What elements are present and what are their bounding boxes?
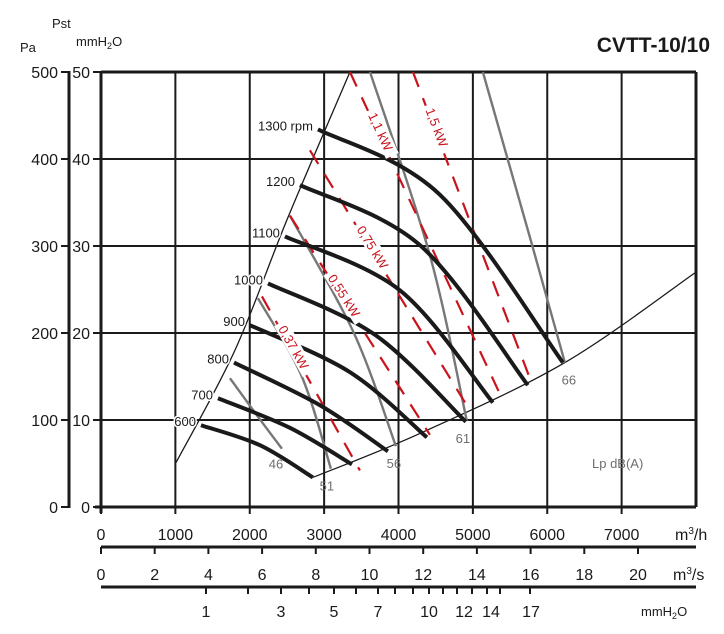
y-right-top-label: Pst <box>52 16 71 31</box>
y-axis-mmh2o-tick-label: 0 <box>81 500 90 517</box>
x-axis-m3h-tick-label: 2000 <box>232 527 268 544</box>
noise-label-66: 66 <box>562 373 576 388</box>
x-axis-dyn-tick-label: 7 <box>374 604 383 621</box>
x-axis-m3s-tick-label: 12 <box>414 567 432 584</box>
x-axis-m3s-tick-label: 6 <box>258 567 267 584</box>
rpm-curve-900 <box>249 323 429 439</box>
power-label-1-5-kW: 1,5 kW <box>423 106 452 150</box>
noise-label-51: 51 <box>320 479 334 494</box>
y-axis-pa-tick-label: 300 <box>31 239 58 256</box>
bottom-boundary-curve <box>312 271 697 479</box>
x-axis-dyn-unit: mmH2O <box>641 604 687 621</box>
rpm-curve-1200 <box>299 183 530 387</box>
noise-label-46: 46 <box>269 457 283 472</box>
grid <box>101 70 698 507</box>
noise-unit-annotation: Lp dB(A) <box>592 456 643 471</box>
rpm-label-600: 600 <box>174 414 196 429</box>
y-axis-pa-tick-label: 100 <box>31 413 58 430</box>
x-axis-m3h-tick-label: 6000 <box>529 527 565 544</box>
x-axis-dyn-tick-label: 12 <box>455 604 473 621</box>
y-axis-mmh2o-tick-label: 20 <box>72 326 90 343</box>
x-axis-m3s-tick-label: 2 <box>150 567 159 584</box>
y-axis-mmh2o-tick-label: 50 <box>72 65 90 82</box>
rpm-curves <box>200 127 565 480</box>
rpm-label-900: 900 <box>223 314 245 329</box>
x-axis-dyn-tick-label: 3 <box>277 604 286 621</box>
y-axes: 0 100 200 300 400 500 0 10 20 30 40 50 <box>31 65 103 517</box>
noise-curve-66 <box>481 71 567 363</box>
rpm-curve-1300 <box>317 127 565 364</box>
x-axis-m3s-tick-label: 8 <box>311 567 320 584</box>
power-label-bg <box>364 106 399 159</box>
x-axis-dyn-tick-label: 17 <box>522 604 540 621</box>
rpm-curve-600 <box>200 423 314 480</box>
x-axis-m3h-tick-label: 1000 <box>158 527 194 544</box>
noise-curve-56 <box>288 214 398 447</box>
x-axis-m3s-tick-label: 4 <box>204 567 213 584</box>
x-axes: 0 1000 2000 3000 4000 5000 6000 7000 m3/h 0 2 4 6 8 10… <box>95 505 707 621</box>
y-axis-mmh2o-tick-label: 30 <box>72 239 90 256</box>
power-label-bg <box>352 219 395 277</box>
rpm-label-800: 800 <box>207 352 229 367</box>
x-axis-m3s-tick-label: 16 <box>522 567 540 584</box>
power-label-group: 0,75 kW <box>352 219 395 277</box>
x-axis-dyn-tick-label: 1 <box>202 604 211 621</box>
x-axis-m3s-tick-label: 20 <box>629 567 647 584</box>
x-axis-dyn-tick-label: 5 <box>330 604 339 621</box>
power-curve-0-55-kW <box>288 214 431 436</box>
y-axis-pa-tick-label: 0 <box>49 500 58 517</box>
power-label-group: 1,5 kW <box>422 102 454 155</box>
y-left-unit-label: Pa <box>20 40 37 55</box>
x-axis-m3s-tick-label: 0 <box>97 567 106 584</box>
y-axis-pa-tick-label: 200 <box>31 326 58 343</box>
rpm-label-1300: 1300 rpm <box>258 118 313 133</box>
y-axis-mmh2o-tick-label: 10 <box>72 413 90 430</box>
rpm-label-1200: 1200 <box>266 174 295 189</box>
rpm-curve-1100 <box>284 234 495 404</box>
rpm-curve-1000 <box>267 281 468 424</box>
rpm-curve-800 <box>233 360 390 453</box>
power-label-bg <box>274 319 315 378</box>
x-axis-m3s-tick-label: 10 <box>361 567 379 584</box>
rpm-label-700: 700 <box>191 387 213 402</box>
x-axis-m3s-unit: m3/s <box>673 566 704 584</box>
rpm-curve-700 <box>217 396 353 467</box>
x-axis-m3s-tick-label: 14 <box>468 567 486 584</box>
x-axis-dyn-tick-label: 14 <box>482 604 500 621</box>
x-axis-dyn-tick-label: 10 <box>420 604 438 621</box>
noise-label-61: 61 <box>456 431 470 446</box>
noise-label-56: 56 <box>387 456 401 471</box>
y-axis-pa-tick-label: 500 <box>31 65 58 82</box>
power-label-bg <box>422 102 454 155</box>
chart-title: CVTT-10/10 <box>597 34 710 57</box>
x-axis-m3s-tick-label: 18 <box>575 567 593 584</box>
x-axis-m3h-tick-label: 4000 <box>381 527 417 544</box>
rpm-label-1100: 1100 <box>252 225 280 240</box>
x-axis-m3h-tick-label: 5000 <box>455 527 491 544</box>
power-curve-0-75-kW <box>308 149 471 412</box>
y-right-unit-label: mmH2O <box>76 34 122 51</box>
x-axis-m3h-tick-label: 3000 <box>306 527 342 544</box>
y-axis-pa-tick-label: 400 <box>31 152 58 169</box>
x-axis-m3h-tick-label: 7000 <box>604 527 640 544</box>
power-label-group: 0,37 kW <box>274 319 315 378</box>
x-axis-m3h-unit: m3/h <box>675 526 707 544</box>
rpm-label-1000: 1000 <box>234 272 263 287</box>
power-label-bg <box>323 268 367 325</box>
x-axis-m3h-tick-label: 0 <box>97 527 106 544</box>
y-axis-mmh2o-tick-label: 40 <box>72 152 90 169</box>
